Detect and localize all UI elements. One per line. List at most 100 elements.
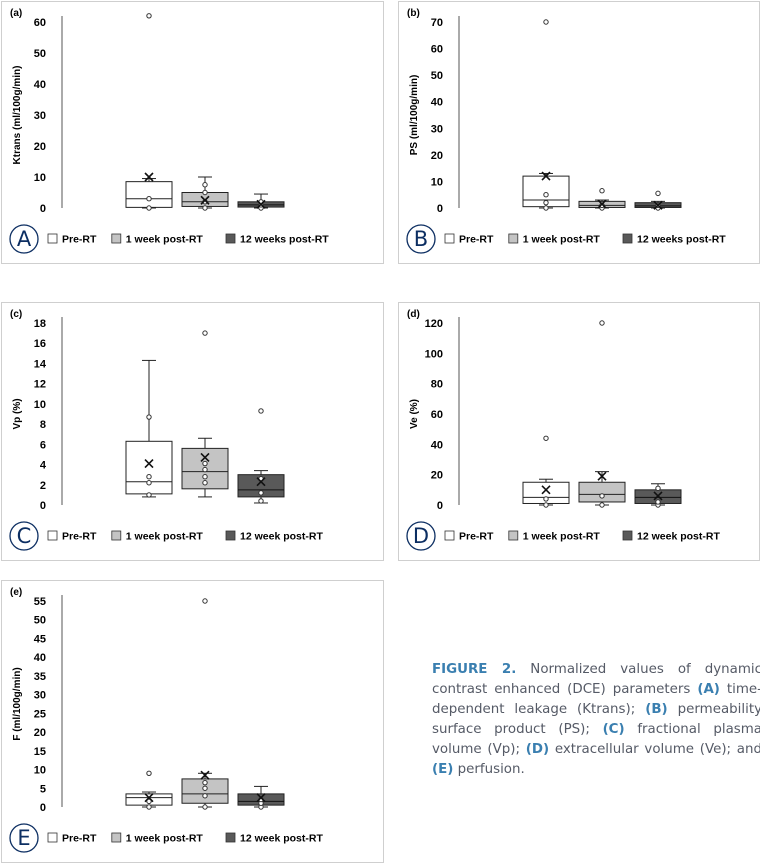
figure-caption: FIGURE 2. Normalized values of dynamic c…	[432, 660, 760, 780]
y-tick-label: 55	[34, 596, 46, 608]
mean-marker	[200, 770, 210, 780]
caption-text: fractional plasma volume (Vp);	[432, 722, 760, 757]
caption-panel-key: (E)	[432, 762, 454, 777]
y-tick-label: 50	[34, 48, 46, 60]
data-point	[599, 188, 605, 194]
y-tick-label: 80	[431, 379, 443, 391]
legend-label: 12 weeks post-RT	[240, 234, 329, 246]
chart-svg: (e) 0 5 10 15 20 25 30 35 40 45 50 55 F (ml/100g/min)…	[9, 587, 323, 853]
data-point	[599, 502, 605, 508]
y-tick-label: 10	[34, 399, 46, 411]
legend-swatch	[47, 832, 58, 843]
legend-label: 1 week post-RT	[126, 833, 204, 845]
y-tick-label: 20	[431, 470, 443, 482]
y-tick-label: 12	[34, 379, 46, 391]
y-axis-label: Vp (%)	[12, 398, 23, 429]
box-1	[578, 188, 626, 211]
legend-label: Pre-RT	[62, 833, 97, 845]
y-tick-label: 60	[431, 409, 443, 421]
box-2	[634, 483, 682, 508]
y-tick-label: 6	[40, 439, 46, 451]
mean-marker	[144, 458, 154, 469]
box-0	[522, 19, 570, 211]
caption-panel-key: (A)	[697, 682, 720, 697]
y-tick-label: 5	[40, 783, 46, 795]
data-point	[202, 785, 208, 791]
y-tick-label: 8	[40, 419, 46, 431]
legend-swatch	[225, 832, 236, 843]
legend-swatch	[225, 233, 236, 244]
box-0	[125, 13, 173, 211]
y-axis-label: F (ml/100g/min)	[12, 667, 23, 740]
legend-swatch	[111, 832, 122, 843]
panel-letter: C	[17, 524, 32, 548]
legend-swatch	[508, 530, 519, 541]
caption-panel-key: (B)	[645, 702, 668, 717]
iqr-box	[237, 474, 285, 498]
y-tick-label: 70	[431, 17, 443, 29]
y-tick-label: 0	[40, 802, 46, 814]
legend-swatch	[622, 530, 633, 541]
legend-swatch	[111, 233, 122, 244]
data-point	[202, 466, 208, 473]
panel-letter: D	[413, 524, 429, 548]
mean-marker	[200, 452, 210, 463]
y-tick-label: 40	[431, 97, 443, 109]
legend-swatch	[444, 530, 455, 541]
mean-marker	[541, 171, 551, 181]
box-1	[181, 330, 229, 498]
box-0	[125, 359, 173, 498]
caption-label: FIGURE 2.	[432, 662, 517, 677]
y-axis-label: PS (ml/100g/min)	[409, 75, 420, 156]
y-tick-label: 20	[34, 141, 46, 153]
y-tick-label: 60	[431, 44, 443, 56]
y-tick-label: 45	[34, 633, 46, 645]
data-point	[146, 770, 152, 776]
data-point	[543, 502, 549, 508]
mean-marker	[597, 471, 607, 481]
chart-svg: (a) 0 10 20 30 40 50 60 Ktrans (ml/100g/min) A Pre…	[9, 8, 329, 254]
panel-letter-badge	[9, 521, 39, 551]
legend-swatch	[444, 233, 455, 244]
mean-marker	[144, 793, 154, 803]
y-axis-label: Ve (%)	[409, 399, 420, 429]
data-point	[202, 182, 208, 188]
legend-swatch	[47, 233, 58, 244]
y-tick-label: 0	[437, 203, 443, 215]
chart-panel-a: (a) 0 10 20 30 40 50 60 Ktrans (ml/100g/min) A Pre…	[1, 1, 384, 264]
data-point	[258, 490, 264, 496]
panel-letter-badge	[406, 224, 436, 254]
box-1	[181, 598, 229, 810]
data-point	[146, 196, 152, 202]
legend-swatch	[622, 233, 633, 244]
data-point	[202, 480, 208, 486]
legend-label: 1 week post-RT	[126, 531, 204, 543]
y-tick-label: 14	[34, 358, 47, 370]
legend-label: Pre-RT	[62, 234, 97, 246]
mean-marker	[653, 491, 663, 501]
panel-letter: B	[414, 227, 428, 251]
data-point	[655, 485, 661, 492]
data-point	[202, 330, 208, 336]
mean-marker	[256, 199, 266, 209]
panel-letter: E	[17, 826, 30, 850]
mean-marker	[597, 199, 607, 209]
y-tick-label: 2	[40, 480, 46, 492]
mean-marker	[541, 485, 551, 495]
caption-text: permeability surface product (PS);	[432, 702, 760, 737]
data-point	[543, 435, 549, 441]
caption-panel-key: (D)	[525, 742, 550, 757]
y-tick-label: 40	[34, 652, 46, 664]
legend-swatch	[225, 530, 236, 541]
legend-label: 1 week post-RT	[523, 234, 601, 246]
iqr-box	[578, 481, 626, 503]
y-tick-label: 0	[40, 203, 46, 215]
box-2	[237, 785, 285, 810]
data-point	[202, 793, 208, 799]
caption-text: Normalized values of dynamic contrast en…	[432, 662, 760, 697]
chart-panel-e: (e) 0 5 10 15 20 25 30 35 40 45 50 55 F (ml/100g/min)…	[1, 580, 384, 863]
mean-marker	[256, 793, 266, 803]
iqr-box	[125, 440, 173, 495]
caption-body: Normalized values of dynamic contrast en…	[432, 662, 760, 777]
data-point	[543, 19, 549, 25]
